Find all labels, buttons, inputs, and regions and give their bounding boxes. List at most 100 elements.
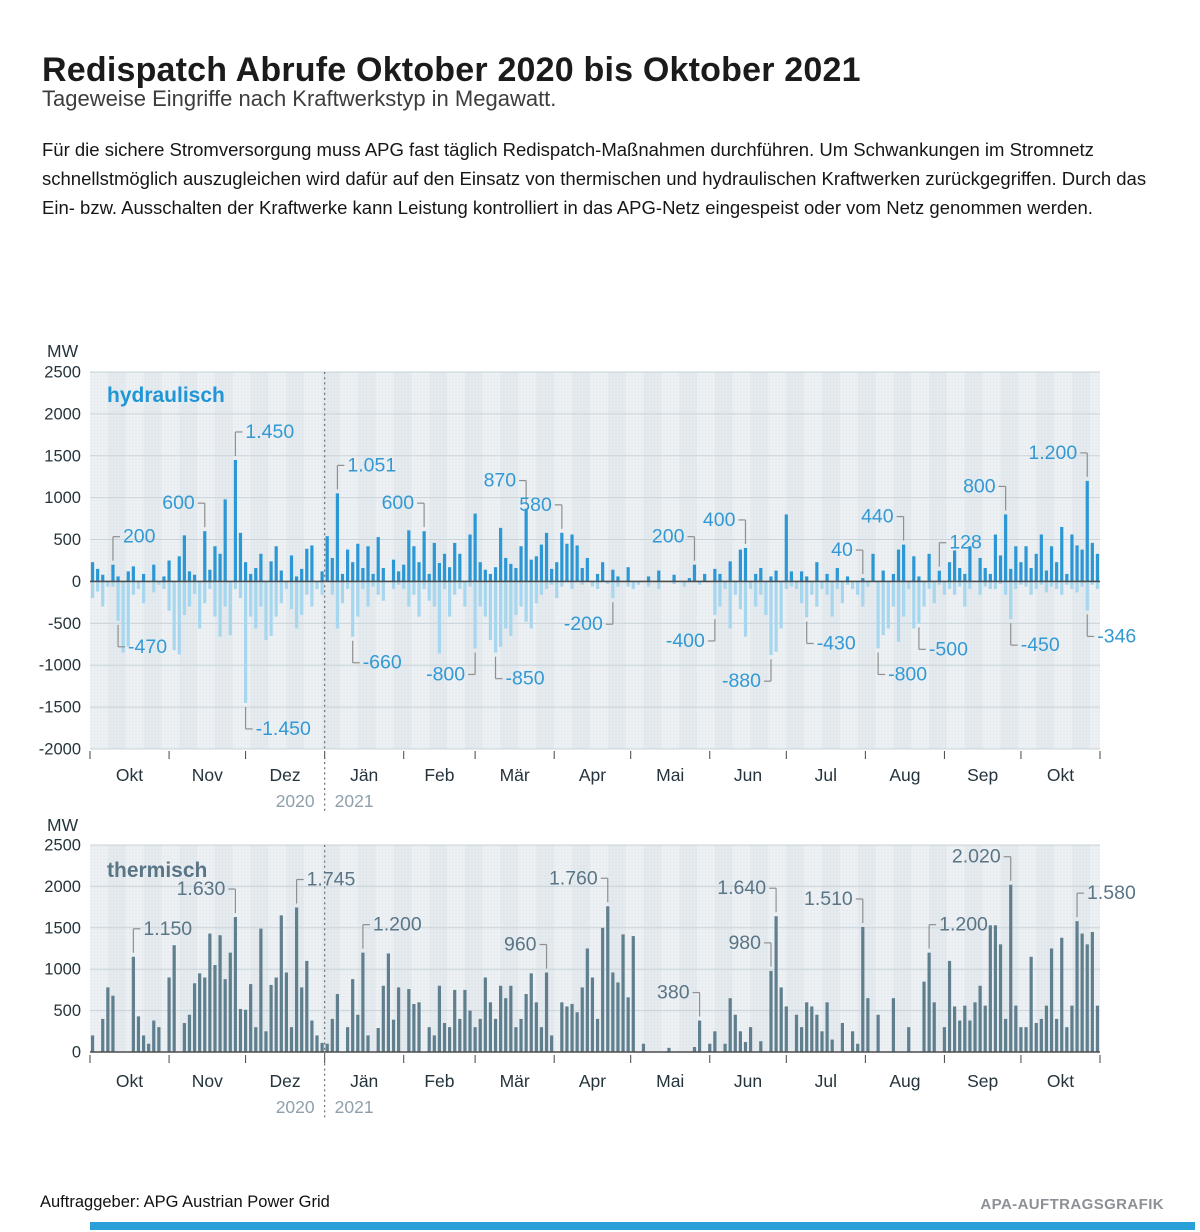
bar bbox=[907, 1027, 911, 1052]
bar bbox=[90, 1035, 95, 1052]
bar bbox=[519, 546, 523, 582]
bar bbox=[815, 562, 819, 582]
y-tick-label: 0 bbox=[72, 573, 81, 591]
bar bbox=[718, 573, 722, 582]
bar bbox=[320, 1042, 324, 1052]
year-label: 2020 bbox=[276, 791, 315, 811]
month-label: Mär bbox=[500, 765, 530, 785]
bar bbox=[1070, 581, 1074, 589]
month-label: Okt bbox=[116, 1071, 143, 1091]
bar bbox=[590, 977, 595, 1052]
bar bbox=[366, 1035, 370, 1052]
bar bbox=[580, 581, 584, 585]
bar bbox=[356, 581, 360, 617]
bar bbox=[1065, 1027, 1069, 1052]
bar bbox=[223, 499, 227, 582]
bar bbox=[111, 581, 115, 587]
bar bbox=[448, 581, 452, 617]
annotation-label: 1.510 bbox=[804, 888, 853, 910]
bar bbox=[162, 576, 166, 582]
bar bbox=[407, 581, 411, 607]
bar bbox=[483, 581, 487, 617]
bar bbox=[794, 581, 799, 589]
bar bbox=[958, 1020, 962, 1052]
bar bbox=[203, 977, 207, 1052]
bar bbox=[1085, 944, 1089, 1052]
bar bbox=[743, 547, 748, 582]
bar bbox=[274, 581, 278, 617]
bar bbox=[907, 581, 911, 589]
bar bbox=[478, 581, 482, 607]
bar bbox=[774, 916, 778, 1052]
bar bbox=[529, 581, 533, 629]
bar bbox=[346, 549, 350, 582]
bar bbox=[305, 548, 309, 582]
month-label: Sep bbox=[967, 765, 998, 785]
bar bbox=[784, 581, 788, 589]
bar bbox=[412, 546, 416, 582]
bar bbox=[473, 1027, 477, 1052]
bar bbox=[621, 934, 625, 1052]
bar bbox=[269, 581, 273, 636]
bar bbox=[432, 1035, 436, 1052]
bar bbox=[249, 984, 253, 1052]
page-subtitle: Tageweise Eingriffe nach Kraftwerkstyp i… bbox=[42, 86, 557, 111]
bar bbox=[1024, 1027, 1028, 1052]
bar bbox=[493, 1018, 498, 1052]
bar bbox=[509, 581, 513, 636]
bar bbox=[294, 907, 299, 1052]
bar bbox=[963, 1005, 967, 1052]
bar bbox=[733, 581, 737, 595]
bar bbox=[320, 571, 324, 582]
bar bbox=[866, 998, 870, 1052]
y-tick-label: -1500 bbox=[39, 699, 81, 717]
bar bbox=[177, 556, 181, 582]
bar bbox=[397, 581, 401, 585]
bar bbox=[835, 581, 839, 589]
bar bbox=[876, 581, 880, 649]
bar bbox=[208, 581, 212, 589]
y-tick-label: 0 bbox=[72, 1044, 81, 1062]
bar bbox=[213, 965, 217, 1052]
bar bbox=[784, 1006, 788, 1052]
bar bbox=[713, 568, 717, 582]
bar bbox=[167, 560, 171, 582]
bar bbox=[799, 571, 804, 582]
bar bbox=[90, 581, 95, 599]
bar bbox=[524, 508, 528, 582]
bar bbox=[1044, 581, 1049, 593]
bar bbox=[493, 581, 498, 653]
bar bbox=[1055, 1018, 1059, 1052]
footer-credit: APA-AUFTRAGSGRAFIK bbox=[980, 1196, 1164, 1213]
year-label: 2021 bbox=[335, 791, 374, 811]
bar bbox=[1034, 581, 1038, 589]
annotation-label: -200 bbox=[564, 613, 603, 635]
bar bbox=[560, 532, 564, 582]
bar bbox=[754, 581, 758, 607]
bar bbox=[595, 581, 600, 589]
bar bbox=[1029, 581, 1033, 595]
bar bbox=[917, 576, 921, 582]
annotation-label: 600 bbox=[162, 492, 195, 514]
x-axis: Okt Nov Dez Jän Feb Mär Apr Mai Jun Jul Aug Sep Okt bbox=[89, 751, 1101, 785]
bar bbox=[330, 557, 334, 582]
annotation-label: 440 bbox=[861, 506, 894, 528]
bar bbox=[279, 581, 283, 604]
bar bbox=[254, 568, 258, 582]
bar bbox=[646, 581, 651, 587]
annotation-label: -800 bbox=[426, 663, 465, 685]
bar bbox=[866, 581, 870, 587]
bar bbox=[289, 1027, 294, 1052]
bar bbox=[402, 564, 406, 582]
bar bbox=[1090, 542, 1094, 582]
thermisch-chart: 2500 2000 1500 1000 500 0 Okt Nov Dez Jän Feb Mär Ap… bbox=[44, 815, 1136, 1119]
bar bbox=[947, 581, 952, 589]
bar bbox=[641, 1043, 646, 1052]
bar bbox=[805, 576, 809, 582]
y-tick-label: 1000 bbox=[44, 489, 81, 507]
bar bbox=[356, 1014, 360, 1052]
bar bbox=[453, 581, 457, 595]
bar bbox=[754, 573, 758, 582]
bar bbox=[499, 985, 503, 1052]
bar bbox=[840, 1023, 844, 1052]
